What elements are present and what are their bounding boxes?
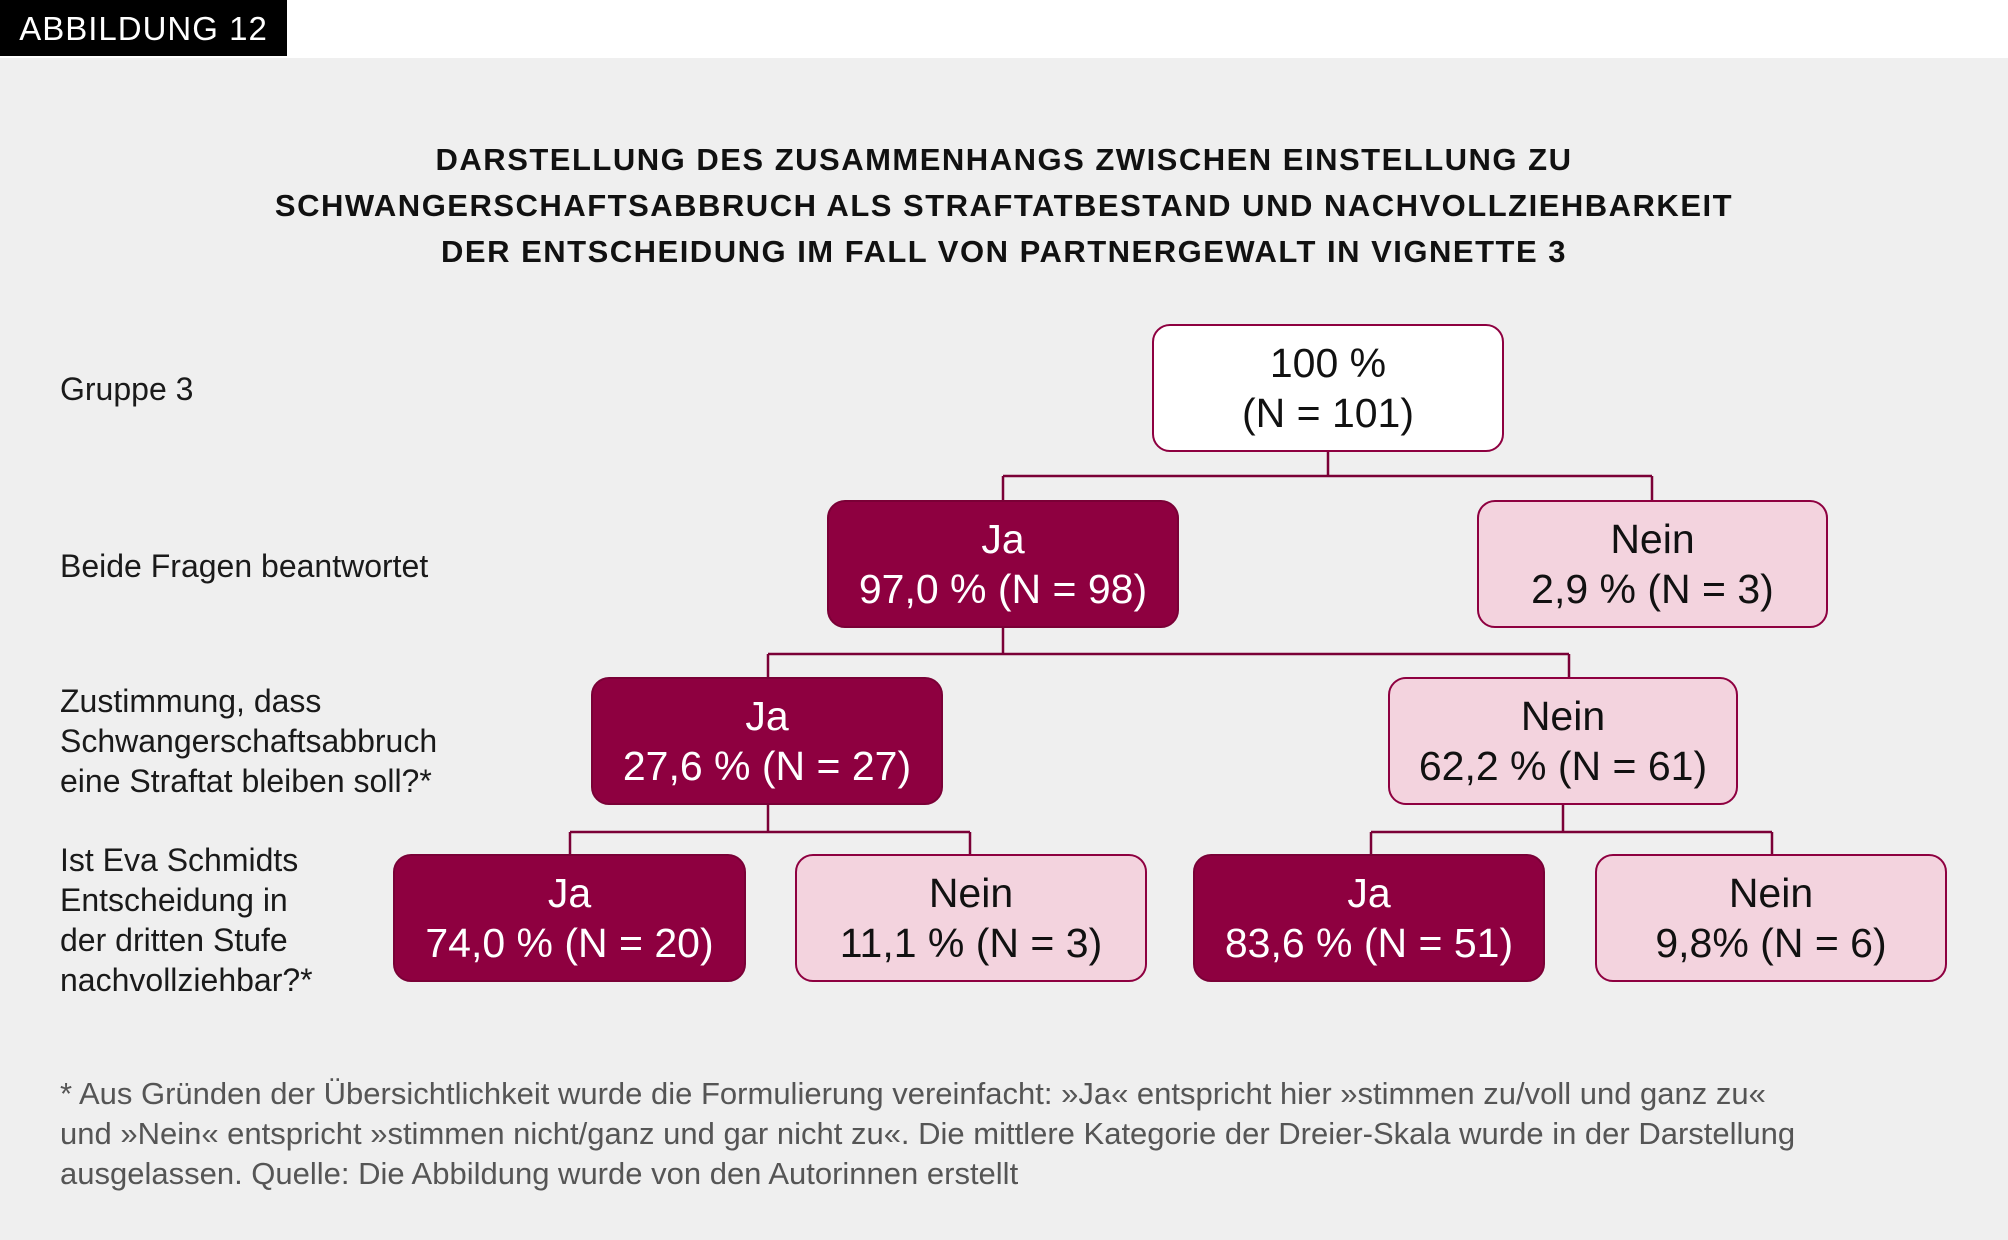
node-label: Nein: [1520, 693, 1606, 739]
row-label-line: Schwangerschaftsabbruch: [60, 723, 438, 759]
title-line: DER ENTSCHEIDUNG IM FALL VON PARTNERGEWA…: [441, 234, 1567, 269]
node-value: 11,1 % (N = 3): [839, 920, 1103, 966]
title-line: SCHWANGERSCHAFTSABBRUCH ALS STRAFTATBEST…: [274, 188, 1734, 223]
connector-root: [1001, 452, 1654, 500]
title-line: DARSTELLUNG DES ZUSAMMENHANGS ZWISCHEN E…: [435, 142, 1573, 177]
row-label-line: Beide Fragen beantwortet: [60, 548, 429, 584]
node-value: 9,8% (N = 6): [1655, 920, 1887, 966]
node-line: 100 %: [1269, 340, 1387, 386]
node-line: (N = 101): [1241, 390, 1415, 436]
node-label: Ja: [547, 870, 592, 916]
node-value: 62,2 % (N = 61): [1418, 743, 1708, 789]
row-label-line: Gruppe 3: [60, 371, 194, 407]
row-label-line: Entscheidung in: [60, 882, 288, 918]
node-value: 2,9 % (N = 3): [1531, 566, 1774, 612]
figure-title: DARSTELLUNG DES ZUSAMMENHANGS ZWISCHEN E…: [0, 137, 2008, 275]
footnote-line: * Aus Gründen der Übersichtlichkeit wurd…: [60, 1076, 1766, 1111]
connector-l2-nein: [1369, 805, 1774, 854]
row-label-answered: Beide Fragen beantwortet: [60, 546, 428, 586]
node-value: 97,0 % (N = 98): [858, 566, 1148, 612]
node-l3-ja-ja: Ja 74,0 % (N = 20): [393, 854, 746, 982]
footnote-line: ausgelassen. Quelle: Die Abbildung wurde…: [60, 1156, 1019, 1191]
connector-l1-ja: [766, 628, 1571, 677]
node-root: 100 % (N = 101): [1152, 324, 1504, 452]
footnote-line: und »Nein« entspricht »stimmen nicht/gan…: [60, 1116, 1796, 1151]
node-value: 27,6 % (N = 27): [622, 743, 912, 789]
node-label: Nein: [928, 870, 1014, 916]
row-label-line: Ist Eva Schmidts: [60, 842, 299, 878]
connector-l2-ja: [568, 805, 972, 854]
node-label: Ja: [981, 516, 1025, 562]
node-l1-ja: Ja 97,0 % (N = 98): [827, 500, 1179, 628]
node-l3-nein-ja: Ja 83,6 % (N = 51): [1193, 854, 1545, 982]
node-value: 83,6 % (N = 51): [1224, 920, 1514, 966]
node-l1-nein: Nein 2,9 % (N = 3): [1477, 500, 1828, 628]
node-label: Ja: [745, 693, 789, 739]
row-label-comprehensible: Ist Eva Schmidts Entscheidung in der dri…: [60, 840, 313, 1000]
node-value: 74,0 % (N = 20): [425, 920, 714, 966]
node-l3-ja-nein: Nein 11,1 % (N = 3): [795, 854, 1147, 982]
node-l2-ja: Ja 27,6 % (N = 27): [591, 677, 943, 805]
row-label-group: Gruppe 3: [60, 369, 193, 409]
node-label: Ja: [1347, 870, 1391, 916]
node-label: Nein: [1610, 516, 1695, 562]
row-label-agreement: Zustimmung, dass Schwangerschaftsabbruch…: [60, 681, 437, 801]
row-label-line: eine Straftat bleiben soll?*: [60, 763, 432, 799]
figure-label: ABBILDUNG 12: [0, 0, 287, 56]
footnote: * Aus Gründen der Übersichtlichkeit wurd…: [60, 1074, 1960, 1194]
row-label-line: Zustimmung, dass: [60, 683, 322, 719]
node-label: Nein: [1728, 870, 1814, 916]
node-l2-nein: Nein 62,2 % (N = 61): [1388, 677, 1738, 805]
node-l3-nein-nein: Nein 9,8% (N = 6): [1595, 854, 1947, 982]
header-strip: [0, 0, 2008, 58]
row-label-line: der dritten Stufe: [60, 922, 288, 958]
row-label-line: nachvollziehbar?*: [60, 962, 313, 998]
